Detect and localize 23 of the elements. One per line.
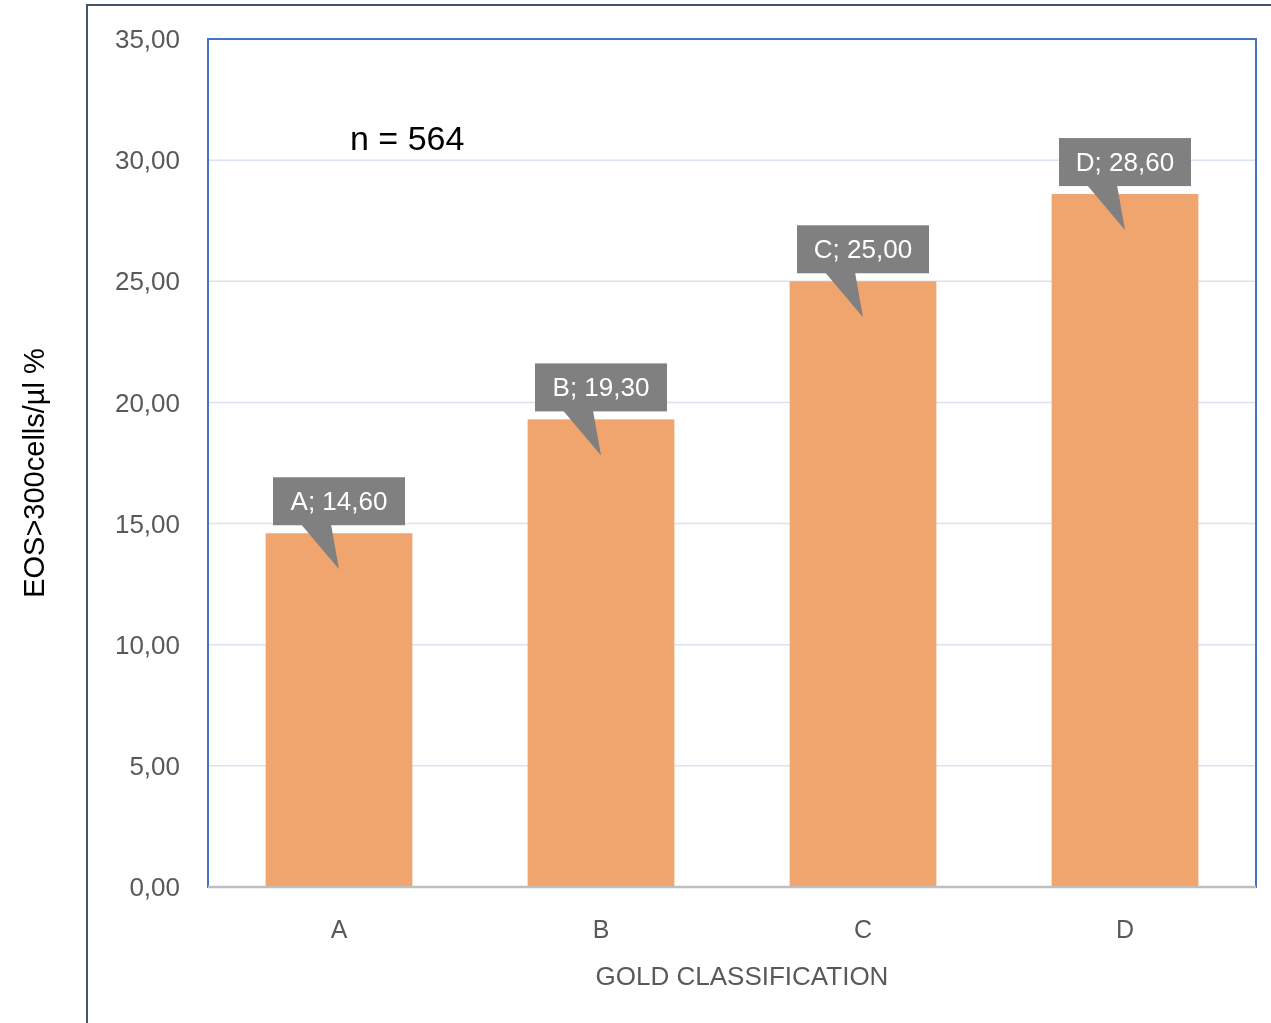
x-tick-label: D (1115, 915, 1135, 943)
data-label: B; 19,30 (552, 372, 650, 403)
x-tick-label: A (330, 915, 348, 943)
y-tick-label: 5,00 (129, 750, 180, 781)
y-tick-label: 30,00 (114, 145, 180, 176)
bar (265, 533, 413, 887)
y-tick-label: 15,00 (114, 508, 180, 539)
y-tick-label: 35,00 (114, 24, 180, 55)
y-tick-label: 0,00 (129, 872, 180, 903)
y-tick-label: 20,00 (114, 387, 180, 418)
bar (789, 281, 937, 887)
x-tick-label: C (853, 915, 873, 943)
data-label: C; 25,00 (813, 234, 913, 265)
x-axis-title: GOLD CLASSIFICATION (595, 961, 889, 991)
x-tick-label: B (592, 915, 610, 943)
y-tick-label: 25,00 (114, 266, 180, 297)
y-axis-title: EOS>300cells/µl % (18, 348, 50, 598)
y-tick-label: 10,00 (114, 629, 180, 660)
data-label: A; 14,60 (290, 486, 388, 517)
bar (1051, 194, 1199, 887)
data-label: D; 28,60 (1075, 147, 1175, 178)
annotation: n = 564 (350, 119, 465, 157)
bar (527, 419, 675, 887)
